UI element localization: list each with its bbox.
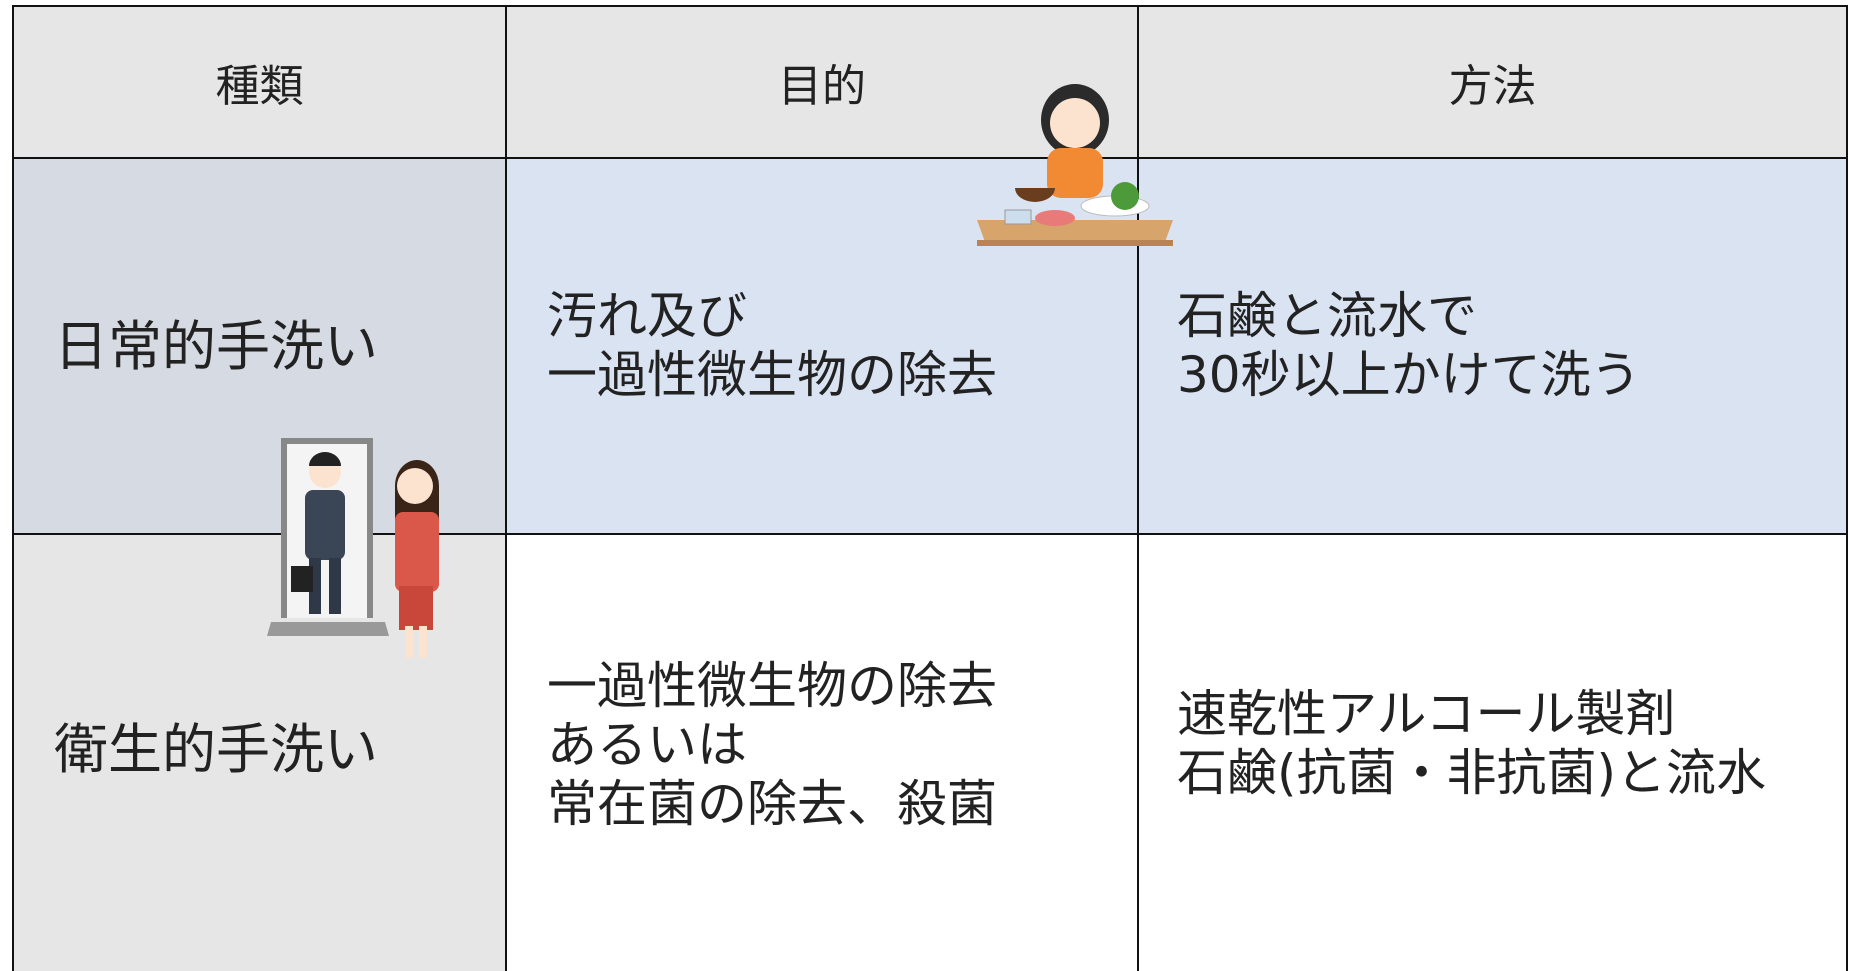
- text-line: 石鹸と流水で: [1177, 287, 1477, 345]
- header-cell: 目的: [505, 5, 1139, 159]
- text-line: 石鹸(抗菌・非抗菌)と流水: [1177, 744, 1767, 802]
- row: 日常的手洗い 汚れ及び 一過性微生物の除去 石鹸と流水で 30秒以上かけて洗う: [12, 157, 1848, 535]
- greeting-illustration: [267, 438, 439, 658]
- meal-illustration: [977, 84, 1173, 246]
- text-line: 30秒以上かけて洗う: [1177, 346, 1641, 404]
- type-cell: 日常的手洗い: [12, 157, 507, 535]
- purpose-cell: 一過性微生物の除去 あるいは 常在菌の除去、殺菌: [505, 533, 1139, 971]
- text-line: 一過性微生物の除去: [547, 657, 997, 715]
- text-line: 常在菌の除去、殺菌: [547, 775, 997, 833]
- method-cell: 石鹸と流水で 30秒以上かけて洗う: [1137, 157, 1848, 535]
- text-line: 汚れ及び: [547, 287, 747, 345]
- hand-wash-table: 種類 目的 方法 日常的手洗い 汚れ及び 一過性微生物の除去 石鹸と流水で 30…: [12, 5, 1848, 971]
- text-line: 速乾性アルコール製剤: [1177, 685, 1676, 743]
- text-line: 一過性微生物の除去: [547, 346, 997, 404]
- header-cell: 方法: [1137, 5, 1848, 159]
- text-line: あるいは: [547, 716, 747, 774]
- method-cell: 速乾性アルコール製剤 石鹸(抗菌・非抗菌)と流水: [1137, 533, 1848, 971]
- type-text: 日常的手洗い: [54, 314, 378, 378]
- header-cell: 種類: [12, 5, 507, 159]
- type-text: 衛生的手洗い: [54, 718, 378, 781]
- header-row: 種類 目的 方法: [12, 5, 1848, 159]
